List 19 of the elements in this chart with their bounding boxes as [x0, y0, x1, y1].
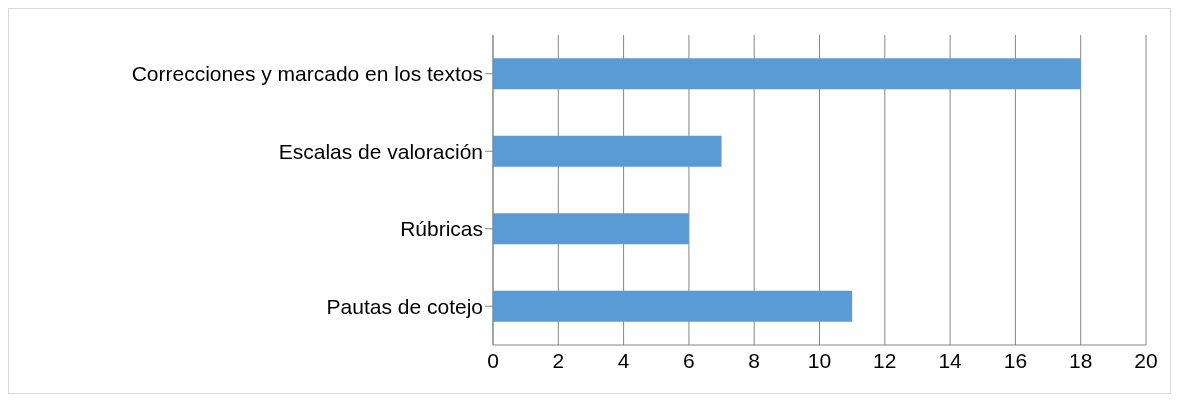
bar	[493, 290, 853, 322]
bar	[493, 58, 1081, 90]
x-tick-label: 0	[487, 348, 499, 372]
x-tick-label: 16	[1003, 348, 1028, 372]
x-tick-label: 8	[748, 348, 761, 372]
y-tick-label: Escalas de valoración	[278, 139, 483, 163]
y-tick-label: Rúbricas	[400, 217, 483, 241]
x-tick-label: 20	[1134, 348, 1158, 372]
y-tick-label: Correcciones y marcado en los textos	[131, 62, 483, 86]
x-tick-label: 2	[552, 348, 565, 372]
bar	[493, 135, 722, 167]
bar	[493, 213, 689, 245]
x-tick-label: 6	[683, 348, 695, 372]
y-tick-label: Pautas de cotejo	[326, 294, 483, 318]
x-tick-label: 10	[807, 348, 832, 372]
x-tick-label: 14	[938, 348, 963, 372]
x-tick-label: 4	[617, 348, 630, 372]
x-tick-label: 18	[1069, 348, 1093, 372]
x-tick-label: 12	[873, 348, 897, 372]
